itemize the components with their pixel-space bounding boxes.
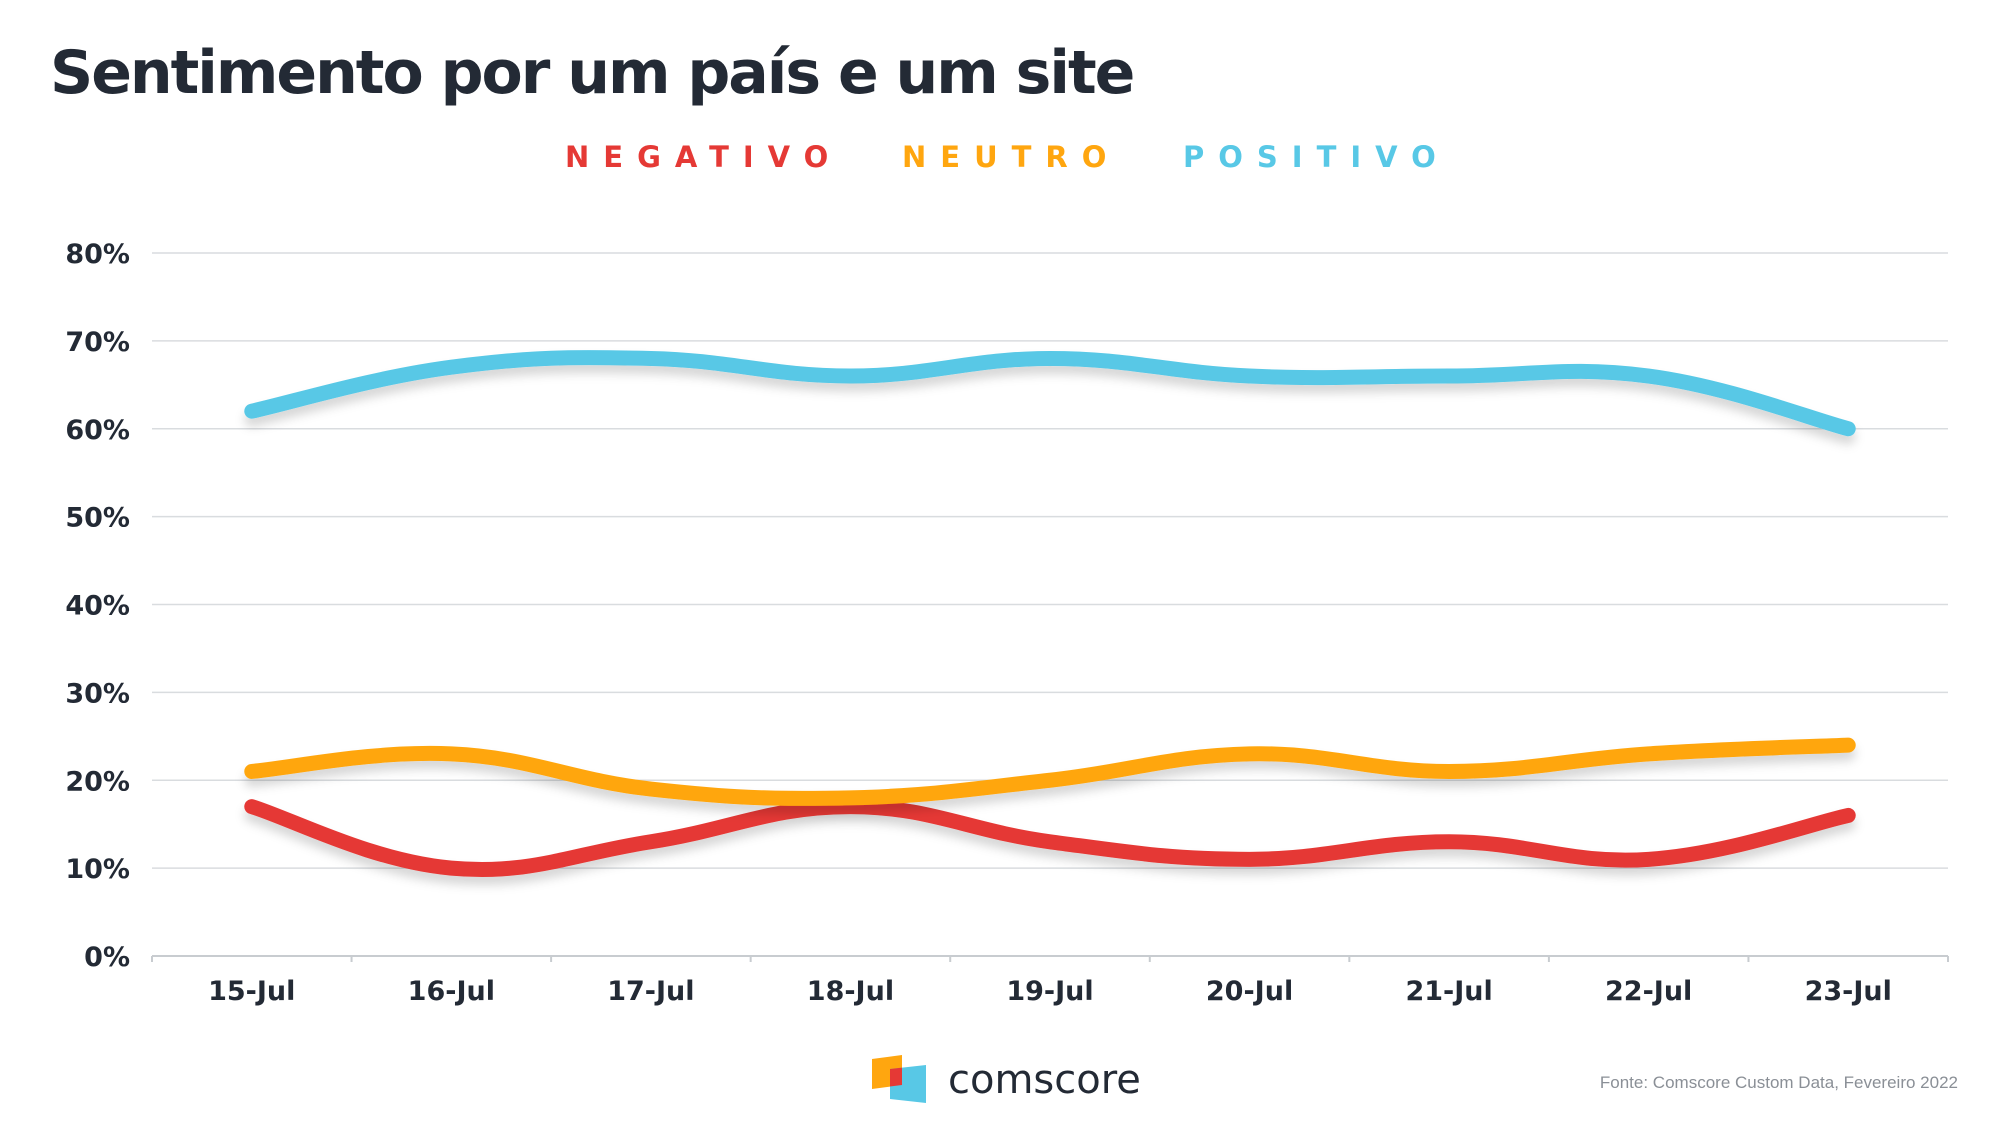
- y-tick-label: 50%: [65, 503, 130, 534]
- legend-item-negativo: NEGATIVO: [565, 140, 843, 174]
- source-note: Fonte: Comscore Custom Data, Fevereiro 2…: [1599, 1073, 1958, 1092]
- chart-title: Sentimento por um país e um site: [50, 38, 1135, 108]
- series-line-neutro: [244, 737, 1856, 806]
- x-tick-label: 15-Jul: [208, 976, 295, 1007]
- x-axis: [151, 955, 1949, 962]
- logo-wordmark: comscore: [948, 1057, 1141, 1103]
- y-axis-labels: 0% 10% 20% 30% 40% 50% 60% 70% 80%: [65, 239, 130, 973]
- series-lines: [244, 350, 1856, 878]
- y-tick-label: 60%: [65, 415, 130, 446]
- legend-item-neutro: NEUTRO: [902, 140, 1121, 174]
- x-tick-label: 16-Jul: [408, 976, 495, 1007]
- series-line-positivo: [244, 350, 1856, 437]
- y-tick-label: 10%: [65, 854, 130, 885]
- x-tick-label: 19-Jul: [1006, 976, 1093, 1007]
- line-chart: 0%10%20%30%40%50%60%70%80% 15-Jul 16-Jul 1…: [65, 239, 1949, 1007]
- x-tick-label: 22-Jul: [1605, 976, 1692, 1007]
- y-tick-label: 70%: [65, 327, 130, 358]
- x-axis-labels: 15-Jul 16-Jul 17-Jul 18-Jul 19-Jul 20-Jul 21-J…: [208, 976, 1892, 1007]
- x-tick-label: 18-Jul: [807, 976, 894, 1007]
- x-tick-label: 20-Jul: [1206, 976, 1293, 1007]
- comscore-logo-icon: [872, 1055, 926, 1103]
- y-tick-label: 20%: [65, 766, 130, 797]
- x-tick-label: 21-Jul: [1405, 976, 1492, 1007]
- comscore-logo: comscore: [868, 1055, 1168, 1105]
- y-tick-label: 40%: [65, 591, 130, 622]
- chart-legend: NEGATIVO NEUTRO POSITIVO: [0, 140, 2000, 180]
- series-line-negativo: [244, 799, 1856, 878]
- y-tick-label: 0%: [84, 942, 130, 973]
- legend-item-positivo: POSITIVO: [1183, 140, 1450, 174]
- x-tick-label: 23-Jul: [1805, 976, 1892, 1007]
- y-tick-label: 80%: [65, 239, 130, 270]
- y-tick-label: 30%: [65, 678, 130, 709]
- x-tick-label: 17-Jul: [607, 976, 694, 1007]
